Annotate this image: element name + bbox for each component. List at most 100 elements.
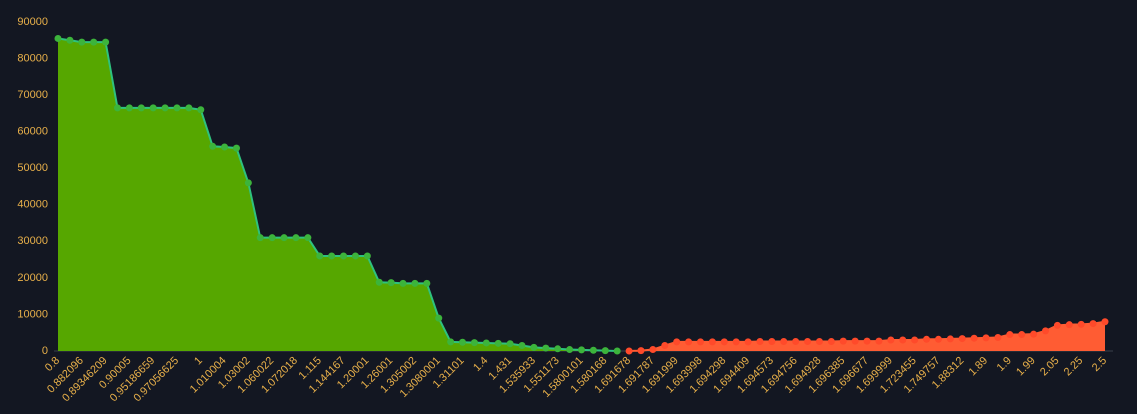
depth-point: [1053, 321, 1061, 329]
y-tick-label: 20000: [17, 272, 48, 284]
depth-point: [375, 278, 383, 286]
depth-point: [887, 336, 895, 344]
depth-point: [863, 337, 871, 345]
depth-point: [447, 338, 455, 346]
depth-point: [363, 252, 371, 260]
depth-point: [637, 347, 645, 355]
depth-point: [815, 337, 823, 345]
depth-point: [54, 34, 62, 42]
y-tick-label: 70000: [17, 89, 48, 101]
depth-point: [566, 346, 574, 354]
depth-area: [58, 38, 618, 351]
depth-point: [780, 337, 788, 345]
depth-point: [625, 347, 633, 355]
depth-point: [173, 104, 181, 112]
depth-point: [102, 38, 110, 46]
y-tick-label: 40000: [17, 199, 48, 211]
depth-point: [459, 338, 467, 346]
depth-point: [1089, 320, 1097, 328]
depth-point: [149, 104, 157, 112]
depth-point: [113, 104, 121, 112]
depth-point: [1077, 320, 1085, 328]
depth-point: [387, 279, 395, 287]
depth-point: [839, 337, 847, 345]
depth-point: [720, 338, 728, 346]
y-tick-label: 50000: [17, 162, 48, 174]
depth-point: [934, 335, 942, 343]
x-tick-label: 1: [192, 355, 205, 368]
depth-point: [589, 346, 597, 354]
y-tick-label: 60000: [17, 126, 48, 138]
depth-point: [1030, 330, 1038, 338]
depth-point: [685, 338, 693, 346]
depth-point: [280, 234, 288, 242]
depth-point: [340, 252, 348, 260]
depth-point: [268, 234, 276, 242]
depth-point: [506, 340, 514, 348]
depth-point: [911, 336, 919, 344]
depth-point: [1101, 318, 1109, 326]
depth-point: [423, 279, 431, 287]
depth-point: [482, 339, 490, 347]
depth-point: [1018, 331, 1026, 339]
depth-point: [744, 338, 752, 346]
depth-point: [958, 335, 966, 343]
x-tick-label: 1.99: [1014, 355, 1038, 379]
depth-point: [923, 335, 931, 343]
depth-point: [161, 104, 169, 112]
depth-point: [435, 314, 443, 322]
depth-point: [78, 38, 86, 46]
x-tick-label: 0.8: [43, 355, 62, 374]
depth-point: [351, 252, 359, 260]
depth-point: [946, 335, 954, 343]
depth-point: [708, 338, 716, 346]
depth-point: [530, 343, 538, 351]
depth-point: [732, 338, 740, 346]
depth-point: [125, 104, 133, 112]
depth-point: [613, 347, 621, 355]
depth-point: [1006, 331, 1014, 339]
depth-point: [494, 339, 502, 347]
depth-point: [768, 337, 776, 345]
depth-point: [185, 104, 193, 112]
depth-point: [982, 334, 990, 342]
depth-point: [875, 337, 883, 345]
depth-point: [578, 346, 585, 354]
depth-point: [827, 337, 835, 345]
depth-point: [804, 337, 812, 345]
depth-point: [137, 104, 145, 112]
depth-point: [90, 38, 98, 46]
depth-point: [197, 106, 205, 114]
y-tick-label: 80000: [17, 52, 48, 64]
y-tick-label: 10000: [17, 308, 48, 320]
x-tick-label: 1.9: [995, 355, 1014, 374]
depth-point: [518, 342, 526, 350]
depth-point: [792, 337, 800, 345]
depth-point: [899, 336, 907, 344]
depth-point: [256, 234, 264, 242]
depth-point: [316, 252, 324, 260]
depth-point: [696, 338, 704, 346]
depth-point: [411, 279, 419, 287]
depth-point: [756, 337, 764, 345]
depth-point: [661, 342, 669, 350]
depth-point: [66, 36, 74, 44]
x-tick-label: 2.25: [1062, 355, 1086, 379]
depth-point: [1065, 321, 1073, 329]
depth-point: [221, 143, 229, 151]
y-tick-label: 90000: [17, 16, 48, 28]
depth-point: [554, 345, 562, 353]
depth-point: [673, 338, 681, 346]
depth-point: [1042, 327, 1050, 335]
x-tick-label: 1.89: [967, 355, 991, 379]
depth-point: [601, 347, 609, 355]
depth-point: [292, 234, 300, 242]
depth-point: [328, 252, 336, 260]
depth-point: [244, 179, 252, 187]
depth-point: [970, 334, 978, 342]
y-tick-label: 0: [42, 345, 48, 357]
depth-point: [649, 346, 657, 354]
depth-point: [994, 333, 1002, 341]
depth-point: [399, 279, 407, 287]
